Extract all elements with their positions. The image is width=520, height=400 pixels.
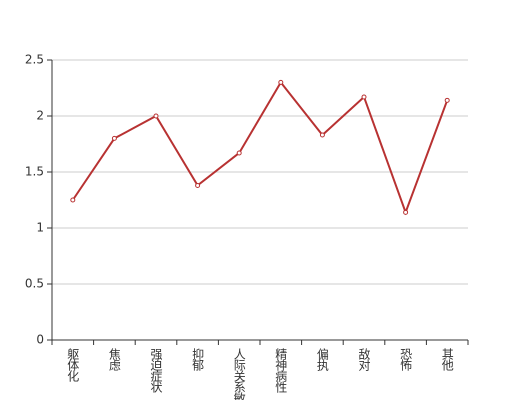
x-tick-label: 焦虑 (107, 348, 121, 371)
point (153, 113, 159, 119)
y-tick-label: 2 (36, 109, 44, 123)
y-tick-label: 2.5 (25, 53, 44, 67)
point (319, 132, 325, 138)
x-tick-label: 敌对 (357, 347, 371, 371)
point (195, 182, 201, 188)
point (236, 150, 242, 156)
x-tick-label: 偏执 (315, 347, 329, 372)
y-tick-label: 0 (36, 333, 44, 347)
point (70, 197, 76, 203)
x-tick-label: 强迫症状 (149, 348, 163, 393)
point (361, 94, 367, 100)
point (111, 135, 117, 141)
x-tick-label: 人际关系敏感 (232, 348, 246, 400)
y-tick-label: 0.5 (25, 277, 44, 291)
x-tick-label: 恐怖 (399, 348, 413, 371)
point (444, 97, 450, 103)
point (278, 79, 284, 85)
line (71, 80, 449, 216)
y-tick-label: 1 (36, 221, 44, 235)
x-tick-label: 躯体化 (66, 347, 80, 383)
x-tick-label: 抑郁 (191, 347, 205, 372)
x-tick-label: 其他 (440, 348, 454, 371)
y-tick-label: 1.5 (25, 165, 44, 179)
point (403, 209, 409, 215)
x-tick-label: 精神病性 (274, 348, 288, 394)
